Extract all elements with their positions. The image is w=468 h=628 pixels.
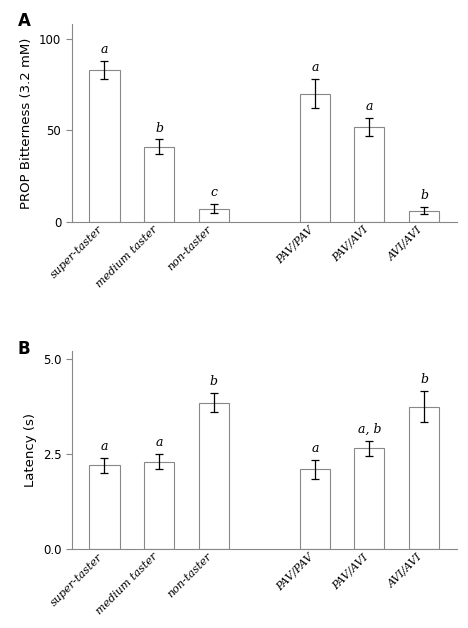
Bar [199,209,229,222]
Text: b: b [210,376,218,388]
Bar [144,147,174,222]
Bar [144,462,174,549]
Bar [354,127,385,222]
Text: a: a [311,441,319,455]
Text: a: a [311,61,319,74]
Text: B: B [18,340,30,358]
Bar [89,465,119,549]
Bar [199,403,229,549]
Text: b: b [420,374,428,386]
Text: b: b [420,189,428,202]
Y-axis label: Latency (s): Latency (s) [24,413,37,487]
Bar [300,469,330,549]
Bar [409,211,439,222]
Bar [409,406,439,549]
Text: a: a [155,436,163,449]
Text: a: a [366,100,373,112]
Text: a, b: a, b [358,423,381,436]
Text: a: a [101,440,108,453]
Text: a: a [101,43,108,56]
Text: b: b [155,121,163,134]
Bar [300,94,330,222]
Y-axis label: PROP Bitterness (3.2 mM): PROP Bitterness (3.2 mM) [21,37,34,208]
Text: A: A [18,13,30,30]
Text: c: c [210,187,217,199]
Bar [89,70,119,222]
Bar [354,448,385,549]
